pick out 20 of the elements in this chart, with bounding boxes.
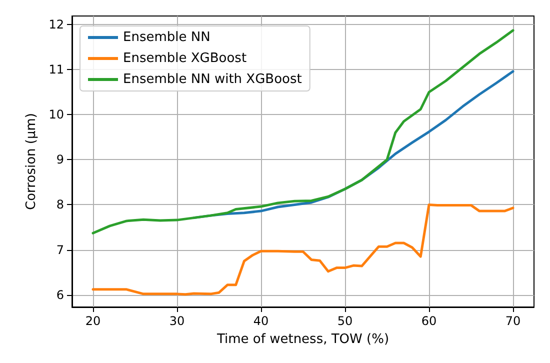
- y-tick-label: 7: [56, 242, 64, 257]
- y-tick-label: 12: [48, 18, 64, 32]
- y-axis-title: Corrosion (μm): [24, 113, 39, 210]
- y-tick-label: 6: [56, 288, 64, 302]
- x-tick-label: 50: [337, 314, 353, 328]
- y-tick-label: 8: [56, 198, 64, 212]
- y-tick-label: 9: [56, 152, 64, 167]
- x-tick-label: 20: [85, 314, 101, 328]
- legend-label: Ensemble NN: [123, 30, 210, 45]
- y-tick-label: 10: [48, 108, 64, 122]
- legend-label: Ensemble XGBoost: [123, 51, 247, 66]
- line-series: [92, 203, 514, 296]
- x-tick-label: 30: [169, 314, 185, 328]
- y-tick-label: 11: [48, 62, 64, 77]
- x-axis-title: Time of wetness, TOW (%): [216, 332, 390, 347]
- legend-label: Ensemble NN with XGBoost: [123, 72, 302, 87]
- x-tick-label: 40: [253, 314, 269, 328]
- line-series: [92, 29, 514, 234]
- x-tick-label: 70: [505, 314, 521, 328]
- x-tick-label: 60: [421, 314, 437, 328]
